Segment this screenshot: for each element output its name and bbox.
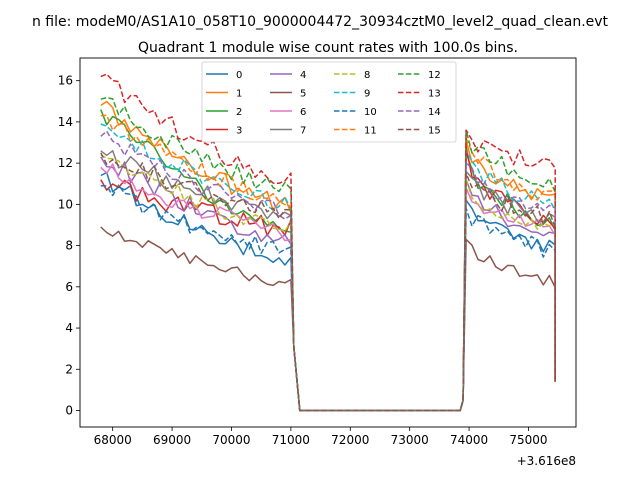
y-tick-label: 16 [58, 74, 73, 88]
y-tick-label: 0 [65, 404, 73, 418]
legend-label-0: 0 [236, 70, 242, 81]
x-offset-label: +3.616e8 [517, 454, 576, 468]
legend-label-6: 6 [300, 107, 306, 118]
series-layer [100, 73, 556, 412]
series-line-6 [100, 163, 556, 412]
x-tick-label: 75000 [509, 433, 547, 447]
x-axis: 68000 69000 70000 71000 72000 73000 74000 75000 [94, 427, 548, 447]
y-axis: 0 2 4 6 8 10 12 14 16 [58, 74, 80, 418]
series-line-15 [100, 152, 556, 412]
legend-label-11: 11 [364, 126, 377, 137]
series-line-3 [100, 145, 556, 412]
legend-label-8: 8 [364, 70, 370, 81]
legend-label-2: 2 [236, 107, 242, 118]
y-tick-label: 10 [58, 197, 73, 211]
figure-suptitle: n file: modeM0/AS1A10_058T10_9000004472_… [32, 14, 609, 30]
series-line-12 [100, 96, 556, 412]
x-tick-label: 71000 [272, 433, 310, 447]
x-tick-label: 74000 [450, 433, 488, 447]
series-line-13 [100, 73, 556, 412]
x-tick-label: 70000 [212, 433, 250, 447]
chart-title: Quadrant 1 module wise count rates with … [138, 40, 518, 56]
series-line-0 [100, 171, 556, 412]
series-line-9 [100, 123, 556, 412]
x-tick-label: 69000 [153, 433, 191, 447]
series-line-10 [100, 184, 556, 412]
legend-label-10: 10 [364, 107, 377, 118]
legend-label-5: 5 [300, 89, 306, 100]
series-line-4 [100, 156, 556, 412]
legend-label-3: 3 [236, 126, 242, 137]
legend-label-12: 12 [428, 70, 441, 81]
legend-label-15: 15 [428, 126, 441, 137]
y-tick-label: 4 [65, 321, 73, 335]
legend-label-9: 9 [364, 89, 370, 100]
legend-label-1: 1 [236, 89, 242, 100]
x-tick-label: 73000 [391, 433, 429, 447]
series-line-5 [100, 226, 556, 412]
series-line-8 [100, 154, 556, 412]
y-tick-label: 14 [58, 115, 73, 129]
legend-frame [201, 61, 457, 143]
y-tick-label: 6 [65, 280, 73, 294]
series-line-11 [100, 114, 556, 412]
y-tick-label: 2 [65, 362, 73, 376]
legend-label-4: 4 [300, 70, 306, 81]
plot-frame [79, 57, 577, 428]
y-tick-label: 12 [58, 156, 73, 170]
x-tick-label: 72000 [331, 433, 369, 447]
x-tick-label: 68000 [94, 433, 132, 447]
y-tick-label: 8 [65, 239, 73, 253]
legend-label-13: 13 [428, 89, 441, 100]
legend-label-7: 7 [300, 126, 306, 137]
legend-label-14: 14 [428, 107, 441, 118]
